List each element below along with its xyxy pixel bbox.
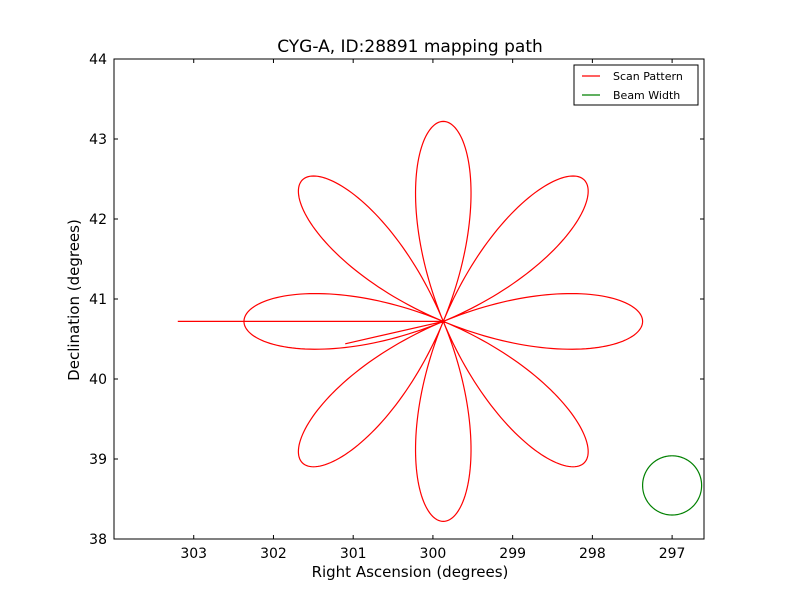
x-tick-label: 303 [180, 546, 207, 562]
chart-title: CYG-A, ID:28891 mapping path [277, 37, 543, 57]
y-axis-ticks: 38 39 40 41 42 43 44 [89, 52, 704, 548]
legend-box [573, 64, 699, 106]
series-layer [177, 120, 703, 523]
y-tick-label: 40 [89, 372, 107, 388]
x-tick-label: 300 [420, 546, 447, 562]
y-tick-label: 41 [89, 292, 107, 308]
x-tick-label: 301 [340, 546, 367, 562]
legend: Scan Pattern Beam Width [573, 64, 699, 106]
x-tick-label: 298 [579, 546, 606, 562]
legend-label-beam-width: Beam Width [613, 89, 680, 102]
y-tick-label: 43 [89, 132, 107, 148]
x-tick-label: 302 [260, 546, 287, 562]
y-tick-label: 38 [89, 532, 107, 548]
x-axis-label: Right Ascension (degrees) [312, 563, 509, 581]
legend-label-scan-pattern: Scan Pattern [613, 70, 683, 83]
beam-width-circle [642, 455, 703, 516]
y-tick-label: 39 [89, 452, 107, 468]
scan-pattern-line [177, 120, 644, 523]
x-axis-ticks: 303 302 301 300 299 298 297 [180, 59, 685, 562]
y-tick-label: 44 [89, 52, 107, 68]
y-tick-label: 42 [89, 212, 107, 228]
x-tick-label: 299 [499, 546, 526, 562]
y-axis-label: Declination (degrees) [65, 219, 83, 381]
x-tick-label: 297 [659, 546, 686, 562]
